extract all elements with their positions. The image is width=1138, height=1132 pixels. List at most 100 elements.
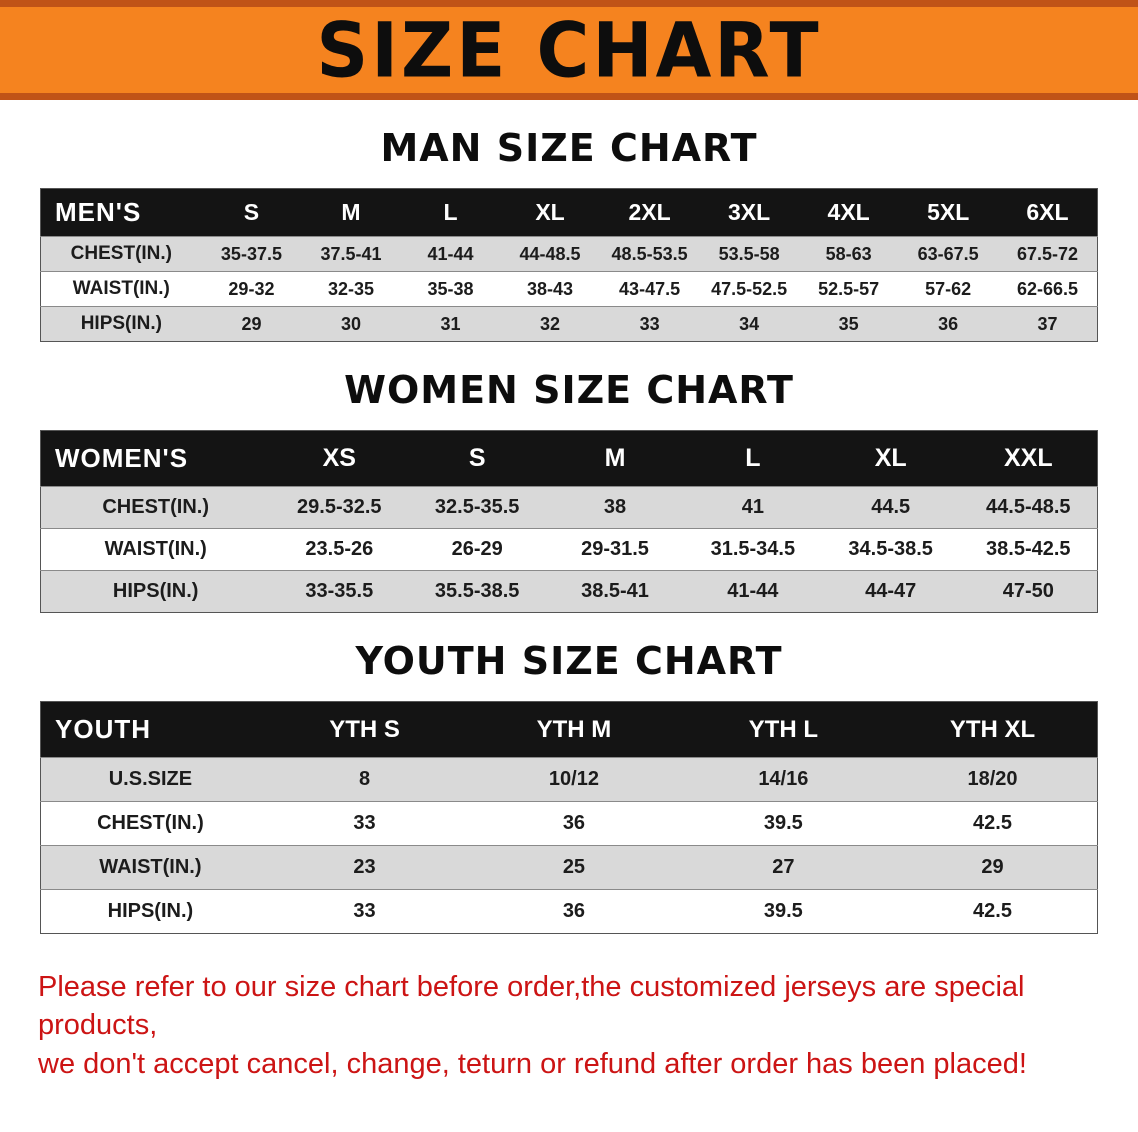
column-header: XL (500, 188, 600, 237)
size-cell: 67.5-72 (997, 236, 1098, 272)
size-cell: 41-44 (683, 570, 822, 613)
size-cell: 62-66.5 (997, 271, 1098, 307)
row-label: WAIST(IN.) (40, 528, 271, 571)
section-title-youth: YOUTH SIZE CHART (355, 639, 783, 683)
size-cell: 36 (469, 889, 679, 934)
table-corner-label: WOMEN'S (40, 430, 271, 487)
table-row: HIPS(IN.) 29 30 31 32 33 34 35 36 37 (40, 306, 1098, 342)
size-cell: 29-32 (201, 271, 302, 307)
column-header: XL (821, 430, 960, 487)
size-cell: 34 (699, 306, 799, 342)
row-label: CHEST(IN.) (40, 236, 202, 272)
women-size-chart-section: WOMEN SIZE CHART WOMEN'S XS S M L XL XXL CHEST(… (0, 368, 1138, 613)
table-header-row: WOMEN'S XS S M L XL XXL (40, 430, 1098, 487)
row-label: HIPS(IN.) (40, 570, 271, 613)
size-cell: 37 (997, 306, 1098, 342)
column-header: 2XL (599, 188, 700, 237)
section-title-men: MAN SIZE CHART (380, 126, 758, 170)
column-header: XXL (959, 430, 1098, 487)
size-cell: 29.5-32.5 (270, 486, 409, 529)
size-cell: 26-29 (408, 528, 547, 571)
size-cell: 35.5-38.5 (408, 570, 547, 613)
size-cell: 29 (888, 845, 1098, 890)
size-cell: 34.5-38.5 (821, 528, 960, 571)
table-corner-label: MEN'S (40, 188, 202, 237)
size-cell: 35 (798, 306, 899, 342)
size-cell: 48.5-53.5 (599, 236, 700, 272)
size-cell: 30 (301, 306, 401, 342)
column-header: M (301, 188, 401, 237)
banner-title: SIZE CHART (316, 5, 822, 95)
size-cell: 44-47 (821, 570, 960, 613)
youth-size-table: YOUTH YTH S YTH M YTH L YTH XL U.S.SIZE 8 10/12… (40, 701, 1098, 934)
size-cell: 37.5-41 (301, 236, 401, 272)
size-cell: 39.5 (678, 801, 889, 846)
men-size-table: MEN'S S M L XL 2XL 3XL 4XL 5XL 6XL CHEST(IN.) 35-37… (40, 188, 1098, 342)
column-header: S (408, 430, 547, 487)
column-header: 6XL (997, 188, 1098, 237)
women-size-table: WOMEN'S XS S M L XL XXL CHEST(IN.) 29.5-32.5 32.5… (40, 430, 1098, 613)
size-cell: 38 (546, 486, 684, 529)
size-cell: 18/20 (888, 757, 1098, 802)
table-header-row: YOUTH YTH S YTH M YTH L YTH XL (40, 701, 1098, 758)
size-cell: 33-35.5 (270, 570, 409, 613)
size-cell: 14/16 (678, 757, 889, 802)
column-header: L (400, 188, 501, 237)
size-cell: 36 (898, 306, 998, 342)
size-cell: 58-63 (798, 236, 899, 272)
size-cell: 42.5 (888, 801, 1098, 846)
column-header: YTH S (259, 701, 470, 758)
size-cell: 27 (678, 845, 889, 890)
size-cell: 29 (201, 306, 302, 342)
section-title-women: WOMEN SIZE CHART (344, 368, 794, 412)
size-cell: 44.5 (821, 486, 960, 529)
size-cell: 39.5 (678, 889, 889, 934)
size-cell: 43-47.5 (599, 271, 700, 307)
size-cell: 31 (400, 306, 501, 342)
row-label: WAIST(IN.) (40, 271, 202, 307)
size-cell: 41 (683, 486, 822, 529)
column-header: S (201, 188, 302, 237)
size-cell: 32 (500, 306, 600, 342)
size-cell: 47-50 (959, 570, 1098, 613)
size-cell: 42.5 (888, 889, 1098, 934)
table-row: CHEST(IN.) 29.5-32.5 32.5-35.5 38 41 44.5 44.5… (40, 486, 1098, 529)
table-row: CHEST(IN.) 33 36 39.5 42.5 (40, 801, 1098, 846)
table-row: HIPS(IN.) 33 36 39.5 42.5 (40, 889, 1098, 934)
table-row: WAIST(IN.) 23.5-26 26-29 29-31.5 31.5-34.5 34… (40, 528, 1098, 571)
size-cell: 32-35 (301, 271, 401, 307)
size-cell: 38.5-41 (546, 570, 684, 613)
size-cell: 44-48.5 (500, 236, 600, 272)
size-cell: 33 (259, 801, 470, 846)
row-label: CHEST(IN.) (40, 801, 260, 846)
footer-disclaimer-line2: we don't accept cancel, change, teturn o… (38, 1047, 1027, 1080)
size-cell: 32.5-35.5 (408, 486, 547, 529)
column-header: YTH L (678, 701, 889, 758)
size-cell: 31.5-34.5 (683, 528, 822, 571)
row-label: CHEST(IN.) (40, 486, 271, 529)
table-corner-label: YOUTH (40, 701, 260, 758)
man-size-chart-section: MAN SIZE CHART MEN'S S M L XL 2XL 3XL 4XL 5XL 6XL… (0, 126, 1138, 342)
size-cell: 35-37.5 (201, 236, 302, 272)
size-cell: 38-43 (500, 271, 600, 307)
size-cell: 47.5-52.5 (699, 271, 799, 307)
table-row: CHEST(IN.) 35-37.5 37.5-41 41-44 44-48.5 48.5… (40, 236, 1098, 272)
size-cell: 53.5-58 (699, 236, 799, 272)
size-cell: 33 (259, 889, 470, 934)
table-row: U.S.SIZE 8 10/12 14/16 18/20 (40, 757, 1098, 802)
size-cell: 41-44 (400, 236, 501, 272)
size-cell: 63-67.5 (898, 236, 998, 272)
column-header: 5XL (898, 188, 998, 237)
table-row: WAIST(IN.) 23 25 27 29 (40, 845, 1098, 890)
size-cell: 10/12 (469, 757, 679, 802)
size-chart-banner: SIZE CHART (0, 0, 1138, 100)
size-cell: 38.5-42.5 (959, 528, 1098, 571)
row-label: HIPS(IN.) (40, 889, 260, 934)
column-header: YTH XL (888, 701, 1098, 758)
footer-disclaimer: Please refer to our size chart before or… (0, 968, 1138, 1083)
column-header: M (546, 430, 684, 487)
row-label: U.S.SIZE (40, 757, 260, 802)
footer-disclaimer-line1: Please refer to our size chart before or… (38, 971, 1025, 1042)
column-header: 4XL (798, 188, 899, 237)
size-cell: 52.5-57 (798, 271, 899, 307)
